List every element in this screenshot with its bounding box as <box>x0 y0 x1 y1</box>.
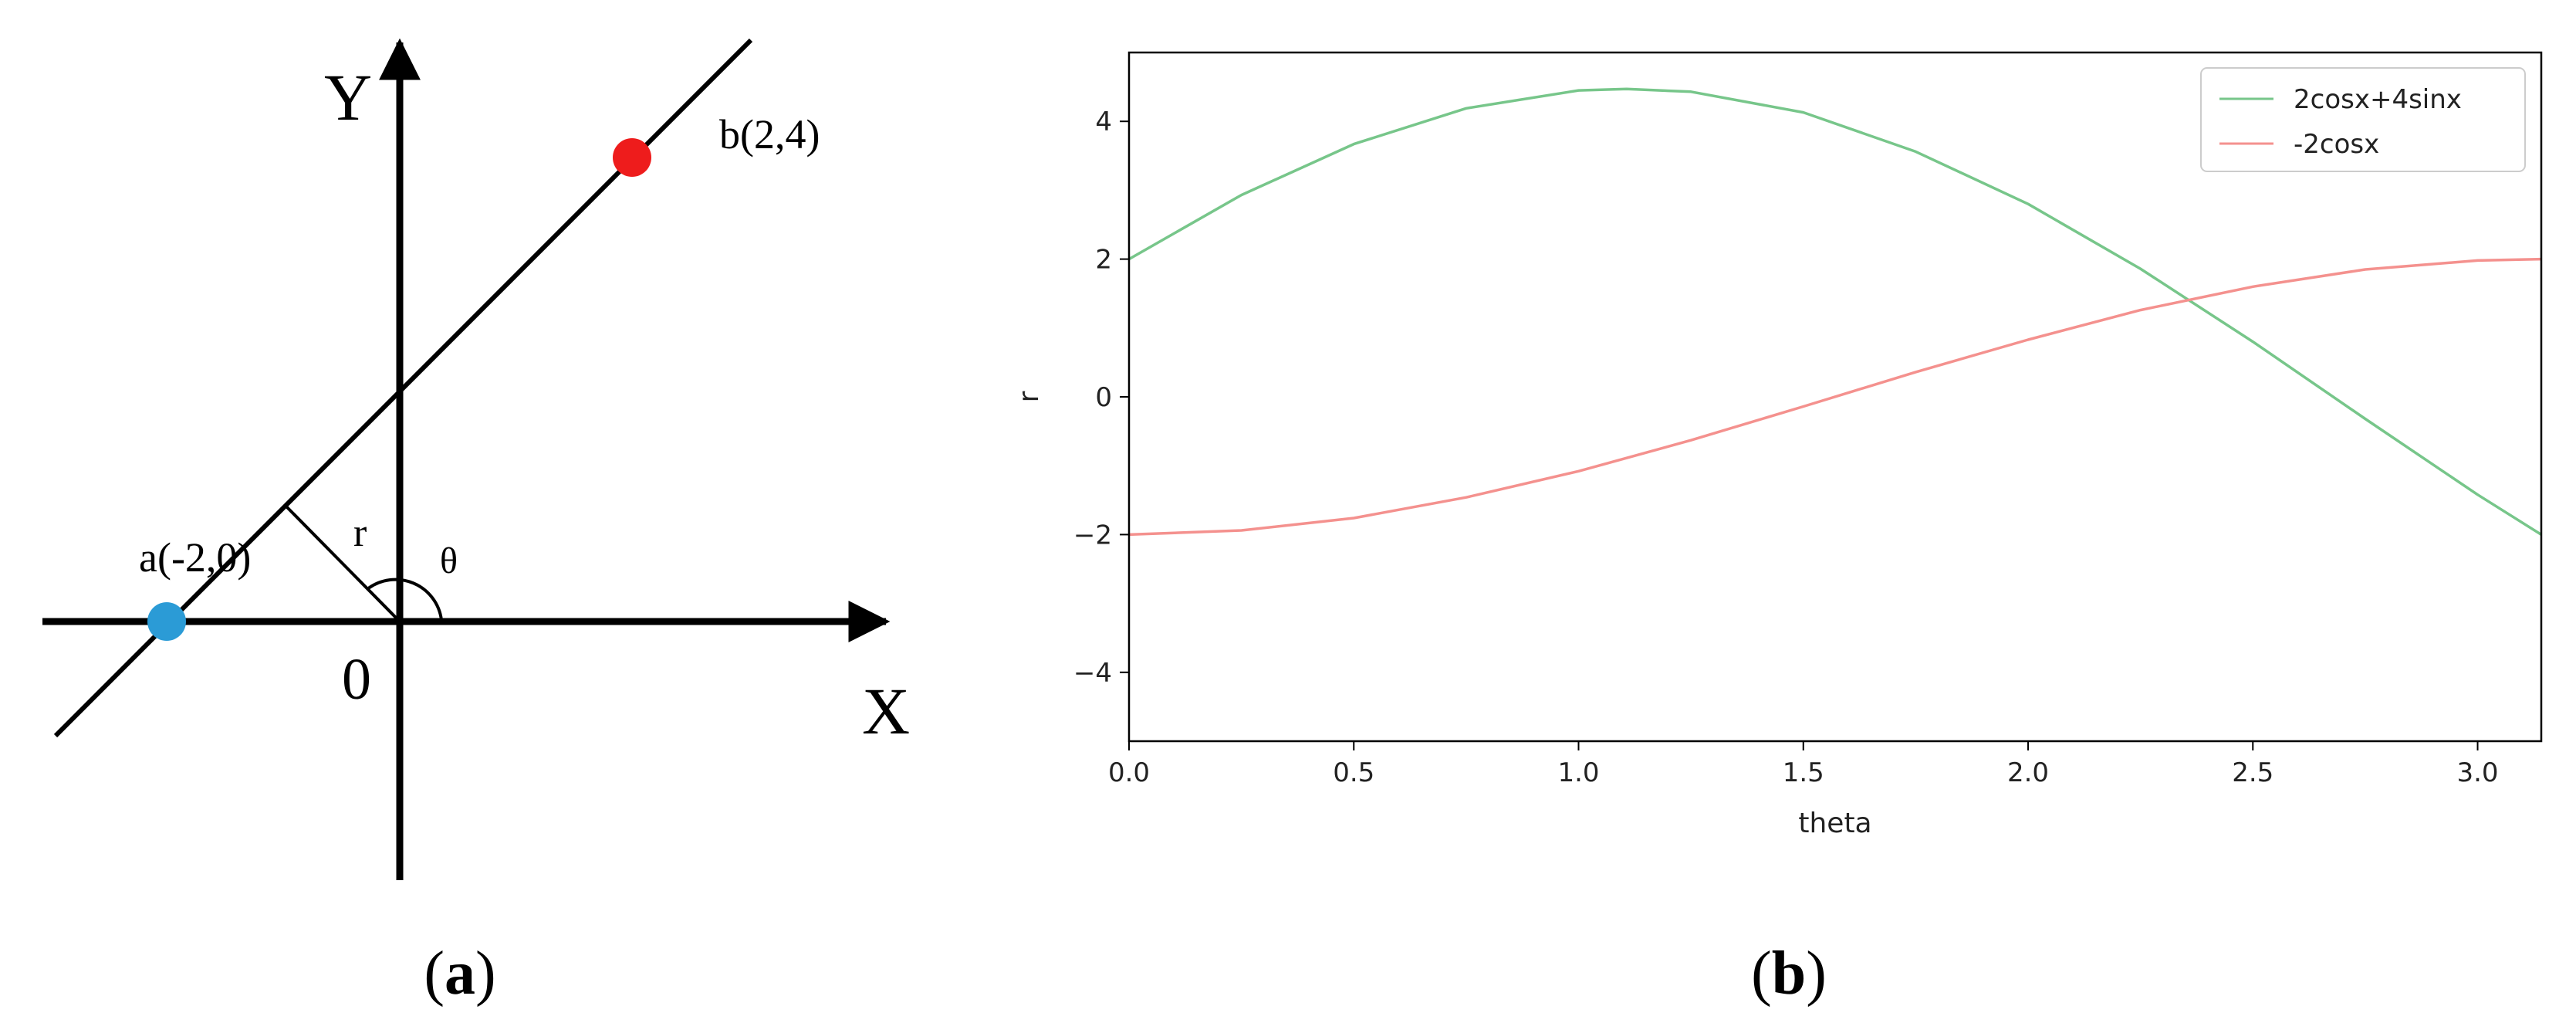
y-ticks: 4 2 0 −2 −4 <box>1073 107 1129 689</box>
x-tick-label: 0.5 <box>1333 757 1374 788</box>
point-a-marker <box>147 602 186 641</box>
origin-label: 0 <box>342 647 371 712</box>
y-axis-label: Y <box>324 60 372 134</box>
panel-b-chart: 0.0 0.5 1.0 1.5 2.0 2.5 3.0 4 2 0 −2 −4 theta r 2c… <box>1013 51 2543 1008</box>
plot-area-series <box>1129 87 2541 537</box>
x-tick-label: 2.5 <box>2232 757 2273 788</box>
x-tick-label: 1.5 <box>1783 757 1824 788</box>
r-label: r <box>353 511 367 555</box>
y-tick-label: −4 <box>1073 658 1112 689</box>
series-line-2 <box>1129 257 2541 537</box>
legend-box <box>2200 67 2526 172</box>
theta-label: θ <box>440 540 458 581</box>
y-tick-label: 4 <box>1095 107 1112 137</box>
point-b-label: b(2,4) <box>719 111 820 158</box>
series-line-1 <box>1129 87 2541 536</box>
y-tick-label: 0 <box>1095 382 1112 413</box>
x-axis-title: theta <box>1798 808 1871 839</box>
x-axis-label: X <box>862 674 910 748</box>
x-tick-label: 3.0 <box>2456 757 2498 788</box>
normal-r <box>284 504 401 623</box>
theta-arc <box>366 578 443 621</box>
panel-a-diagram: Y X 0 b(2,4) a(-2,0) r θ (a) <box>42 38 910 1008</box>
x-tick-label: 1.0 <box>1557 757 1599 788</box>
legend: 2cosx+4sinx -2cosx <box>2200 67 2526 172</box>
point-a-label: a(-2,0) <box>139 534 251 581</box>
panel-a-caption: (a) <box>424 940 495 1008</box>
panel-b-caption: (b) <box>1751 940 1827 1008</box>
x-tick-label: 0.0 <box>1108 757 1150 788</box>
y-axis-title: r <box>1013 391 1045 402</box>
legend-label-1: 2cosx+4sinx <box>2294 84 2462 115</box>
y-tick-label: 2 <box>1095 245 1112 276</box>
x-ticks: 0.0 0.5 1.0 1.5 2.0 2.5 3.0 <box>1108 741 2499 788</box>
legend-label-2: -2cosx <box>2294 129 2379 160</box>
y-tick-label: −2 <box>1073 520 1112 550</box>
point-b-marker <box>613 138 651 177</box>
x-tick-label: 2.0 <box>2007 757 2049 788</box>
